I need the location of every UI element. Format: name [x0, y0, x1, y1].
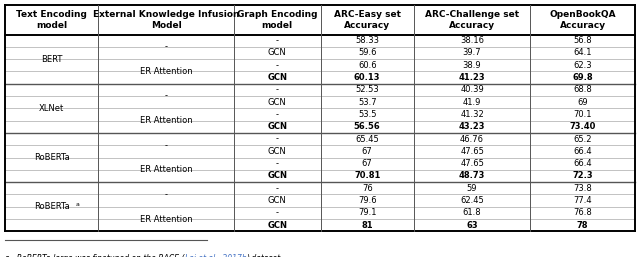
Text: 69: 69 [577, 98, 588, 107]
Text: GCN: GCN [268, 49, 287, 58]
Text: -: - [276, 61, 278, 70]
Text: 58.33: 58.33 [355, 36, 380, 45]
Text: 63: 63 [467, 221, 478, 230]
Text: 38.9: 38.9 [463, 61, 481, 70]
Text: GCN: GCN [267, 73, 287, 82]
Text: Text Encoding
model: Text Encoding model [16, 10, 87, 30]
Text: 60.13: 60.13 [354, 73, 381, 82]
Text: -: - [276, 36, 278, 45]
Text: -: - [276, 110, 278, 119]
Text: ARC-Challenge set
Accuracy: ARC-Challenge set Accuracy [425, 10, 519, 30]
Text: 60.6: 60.6 [358, 61, 376, 70]
Text: 70.81: 70.81 [354, 171, 380, 180]
Text: 73.40: 73.40 [570, 122, 596, 131]
Text: 41.9: 41.9 [463, 98, 481, 107]
Text: -: - [164, 42, 168, 51]
Text: 47.65: 47.65 [460, 147, 484, 156]
Text: 79.6: 79.6 [358, 196, 376, 205]
Text: GCN: GCN [267, 122, 287, 131]
Text: -: - [276, 135, 278, 144]
Text: 67: 67 [362, 147, 372, 156]
Text: 69.8: 69.8 [572, 73, 593, 82]
Text: -: - [164, 190, 168, 199]
Text: GCN: GCN [268, 147, 287, 156]
Text: RoBERTa: RoBERTa [34, 153, 70, 162]
Text: 62.3: 62.3 [573, 61, 592, 70]
Text: 53.5: 53.5 [358, 110, 376, 119]
Text: GCN: GCN [268, 196, 287, 205]
Text: XLNet: XLNet [39, 104, 65, 113]
Text: a: a [76, 202, 80, 207]
Text: ER Attention: ER Attention [140, 215, 193, 224]
Text: GCN: GCN [268, 98, 287, 107]
Text: 70.1: 70.1 [573, 110, 592, 119]
Text: Lai et al., 2017b: Lai et al., 2017b [184, 254, 246, 257]
Text: 48.73: 48.73 [459, 171, 485, 180]
Text: 64.1: 64.1 [573, 49, 592, 58]
Text: 77.4: 77.4 [573, 196, 592, 205]
Text: GCN: GCN [267, 221, 287, 230]
Text: OpenBookQA
Accuracy: OpenBookQA Accuracy [549, 10, 616, 30]
Text: 43.23: 43.23 [459, 122, 485, 131]
Text: 73.8: 73.8 [573, 184, 592, 193]
Text: 59: 59 [467, 184, 477, 193]
Text: Graph Encoding
model: Graph Encoding model [237, 10, 317, 30]
Text: 41.32: 41.32 [460, 110, 484, 119]
Text: -: - [276, 159, 278, 168]
Text: ) dataset: ) dataset [246, 254, 280, 257]
Text: 40.39: 40.39 [460, 85, 484, 94]
Text: -: - [276, 184, 278, 193]
Text: ARC-Easy set
Accuracy: ARC-Easy set Accuracy [333, 10, 401, 30]
Text: 61.8: 61.8 [463, 208, 481, 217]
Text: 56.56: 56.56 [354, 122, 381, 131]
Text: 76: 76 [362, 184, 372, 193]
Text: GCN: GCN [267, 171, 287, 180]
Text: 38.16: 38.16 [460, 36, 484, 45]
Text: 41.23: 41.23 [459, 73, 485, 82]
Text: 65.2: 65.2 [573, 135, 592, 144]
Text: 66.4: 66.4 [573, 159, 592, 168]
Text: 46.76: 46.76 [460, 135, 484, 144]
Text: 59.6: 59.6 [358, 49, 376, 58]
Text: 47.65: 47.65 [460, 159, 484, 168]
Text: 56.8: 56.8 [573, 36, 592, 45]
Text: 53.7: 53.7 [358, 98, 376, 107]
Text: ER Attention: ER Attention [140, 116, 193, 125]
Text: ER Attention: ER Attention [140, 67, 193, 76]
Text: a.  RoBERTa-large was finetuned on the RACE (: a. RoBERTa-large was finetuned on the RA… [5, 254, 184, 257]
Text: 62.45: 62.45 [460, 196, 484, 205]
Text: ER Attention: ER Attention [140, 165, 193, 174]
Text: BERT: BERT [41, 55, 63, 64]
Text: 52.53: 52.53 [355, 85, 379, 94]
Text: 78: 78 [577, 221, 588, 230]
Text: 72.3: 72.3 [572, 171, 593, 180]
Text: 39.7: 39.7 [463, 49, 481, 58]
Text: -: - [164, 91, 168, 100]
Text: External Knowledge Infusion
Model: External Knowledge Infusion Model [93, 10, 239, 30]
Text: 76.8: 76.8 [573, 208, 592, 217]
Text: 67: 67 [362, 159, 372, 168]
Text: 68.8: 68.8 [573, 85, 592, 94]
Text: 79.1: 79.1 [358, 208, 376, 217]
Text: -: - [276, 85, 278, 94]
Text: RoBERTa: RoBERTa [34, 202, 70, 211]
Text: -: - [164, 141, 168, 150]
Text: 81: 81 [362, 221, 373, 230]
Text: -: - [276, 208, 278, 217]
Text: 65.45: 65.45 [355, 135, 379, 144]
Text: 66.4: 66.4 [573, 147, 592, 156]
